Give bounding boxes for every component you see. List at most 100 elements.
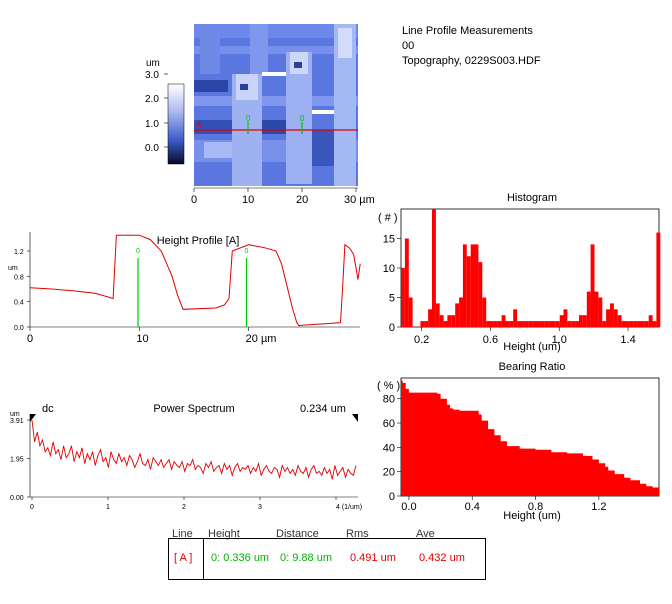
y-tick-label: 0	[389, 322, 395, 334]
cursor-marker-label: 0	[246, 114, 251, 123]
histogram-bar	[652, 321, 657, 327]
histogram-bar	[590, 244, 595, 327]
histogram-bar	[575, 321, 579, 327]
histogram-bar	[633, 321, 638, 327]
y-tick-label: 0.0	[14, 325, 24, 332]
histogram-bar	[478, 262, 483, 327]
histogram-bar	[555, 321, 560, 327]
histogram-bar	[505, 321, 510, 327]
histogram-bar	[470, 244, 475, 327]
x-tick-label: 1.4	[620, 334, 635, 346]
color-scale-tick: 2.0	[145, 94, 159, 105]
spectrum-cursor-left[interactable]	[30, 414, 36, 422]
histogram-bar	[559, 315, 564, 327]
x-tick-label: 20 µm	[246, 333, 277, 345]
measurement-ave: 0.432 um	[419, 552, 465, 564]
histogram-bar	[474, 244, 479, 327]
column-header-height: Height	[208, 528, 240, 540]
y-tick-label: 0.00	[10, 495, 24, 502]
histogram-bar	[586, 291, 591, 327]
histogram-bar	[424, 321, 429, 327]
histogram-bar	[536, 321, 541, 327]
histogram-bar	[517, 321, 521, 327]
y-tick-label: 15	[383, 234, 395, 246]
histogram-bar	[648, 315, 653, 327]
histogram-bar	[466, 256, 471, 327]
power-spectrum-dc-label: dc	[42, 403, 54, 415]
y-tick-label: 80	[383, 394, 395, 406]
histogram-bar	[640, 321, 645, 327]
power-spectrum-unit: um	[10, 411, 20, 418]
y-tick-label: 10	[383, 263, 395, 275]
histogram-bar	[482, 297, 487, 327]
topography-scan-image[interactable]	[194, 24, 358, 186]
histogram-bar	[455, 303, 460, 327]
height-profile-series	[29, 234, 361, 327]
y-tick-label: 0.4	[14, 300, 24, 307]
histogram-bar	[528, 321, 533, 327]
column-header-distance: Distance	[276, 528, 319, 540]
histogram-bar	[462, 244, 467, 327]
histogram-x-label: Height (um)	[503, 341, 560, 353]
histogram-bar	[613, 309, 618, 327]
x-tick-label: 0	[30, 504, 34, 511]
topography-x-tick: 0	[191, 194, 197, 206]
y-tick-label: 40	[383, 442, 395, 454]
height-profile-unit: um	[8, 265, 18, 272]
histogram-bar	[501, 315, 506, 327]
histogram-bar	[629, 321, 634, 327]
histogram-bar	[401, 268, 405, 327]
histogram-bar	[432, 209, 436, 327]
histogram-bar	[625, 321, 630, 327]
histogram-bar	[451, 315, 456, 327]
x-tick-label: 3	[258, 504, 262, 511]
report-title: Line Profile Measurements	[402, 25, 533, 37]
bearing-ratio-title: Bearing Ratio	[499, 361, 566, 373]
topography-x-tick: 20	[296, 194, 308, 206]
power-spectrum-value: 0.234 um	[300, 403, 346, 415]
y-tick-label: 0.8	[14, 274, 24, 281]
spectrum-cursor-right[interactable]	[352, 414, 358, 422]
histogram-bar	[563, 309, 568, 327]
histogram-bar	[532, 321, 537, 327]
histogram-bar	[551, 321, 556, 327]
x-tick-label: 0.0	[401, 501, 416, 513]
histogram-bar	[443, 321, 448, 327]
x-tick-label: 4 (1/um)	[336, 504, 362, 511]
y-tick-label: 20	[383, 467, 395, 479]
measurement-height: 0: 0.336 um	[211, 552, 270, 564]
histogram-bar	[428, 309, 432, 327]
color-scale-unit: um	[146, 58, 160, 69]
histogram-bar	[644, 321, 649, 327]
histogram-bar	[497, 321, 502, 327]
y-tick-label: 60	[383, 418, 395, 430]
histogram-bar	[513, 309, 518, 327]
measurement-rms: 0.491 um	[350, 552, 396, 564]
power-spectrum-title: Power Spectrum	[153, 403, 234, 415]
profile-cursor-label: 0	[136, 248, 140, 255]
column-header-ave: Ave	[416, 528, 435, 540]
report-file: Topography, 0229S003.HDF	[402, 55, 541, 67]
profile-cursor-label: 0	[244, 248, 248, 255]
histogram-title: Histogram	[507, 192, 557, 204]
cursor-marker-label: 0	[300, 114, 305, 123]
color-scale-tick: 3.0	[145, 70, 159, 81]
x-tick-label: 0.8	[528, 501, 543, 513]
measurement-table: [ A ] 0: 0.336 um 0: 9.88 um 0.491 um 0.…	[168, 538, 486, 580]
bearing-ratio-y-label: ( % )	[377, 380, 400, 392]
histogram-bar	[579, 315, 583, 327]
height-profile-title: Height Profile [A]	[157, 235, 240, 247]
histogram-bar	[548, 321, 552, 327]
histogram-bar	[571, 321, 576, 327]
x-tick-label: 0.6	[483, 334, 498, 346]
histogram-bar	[656, 232, 661, 327]
histogram-bar	[420, 321, 425, 327]
histogram-bar	[493, 321, 498, 327]
power-spectrum-series	[31, 420, 357, 480]
histogram-bar	[524, 321, 529, 327]
histogram-bar	[598, 297, 603, 327]
measurement-line-id: [ A ]	[174, 552, 193, 564]
